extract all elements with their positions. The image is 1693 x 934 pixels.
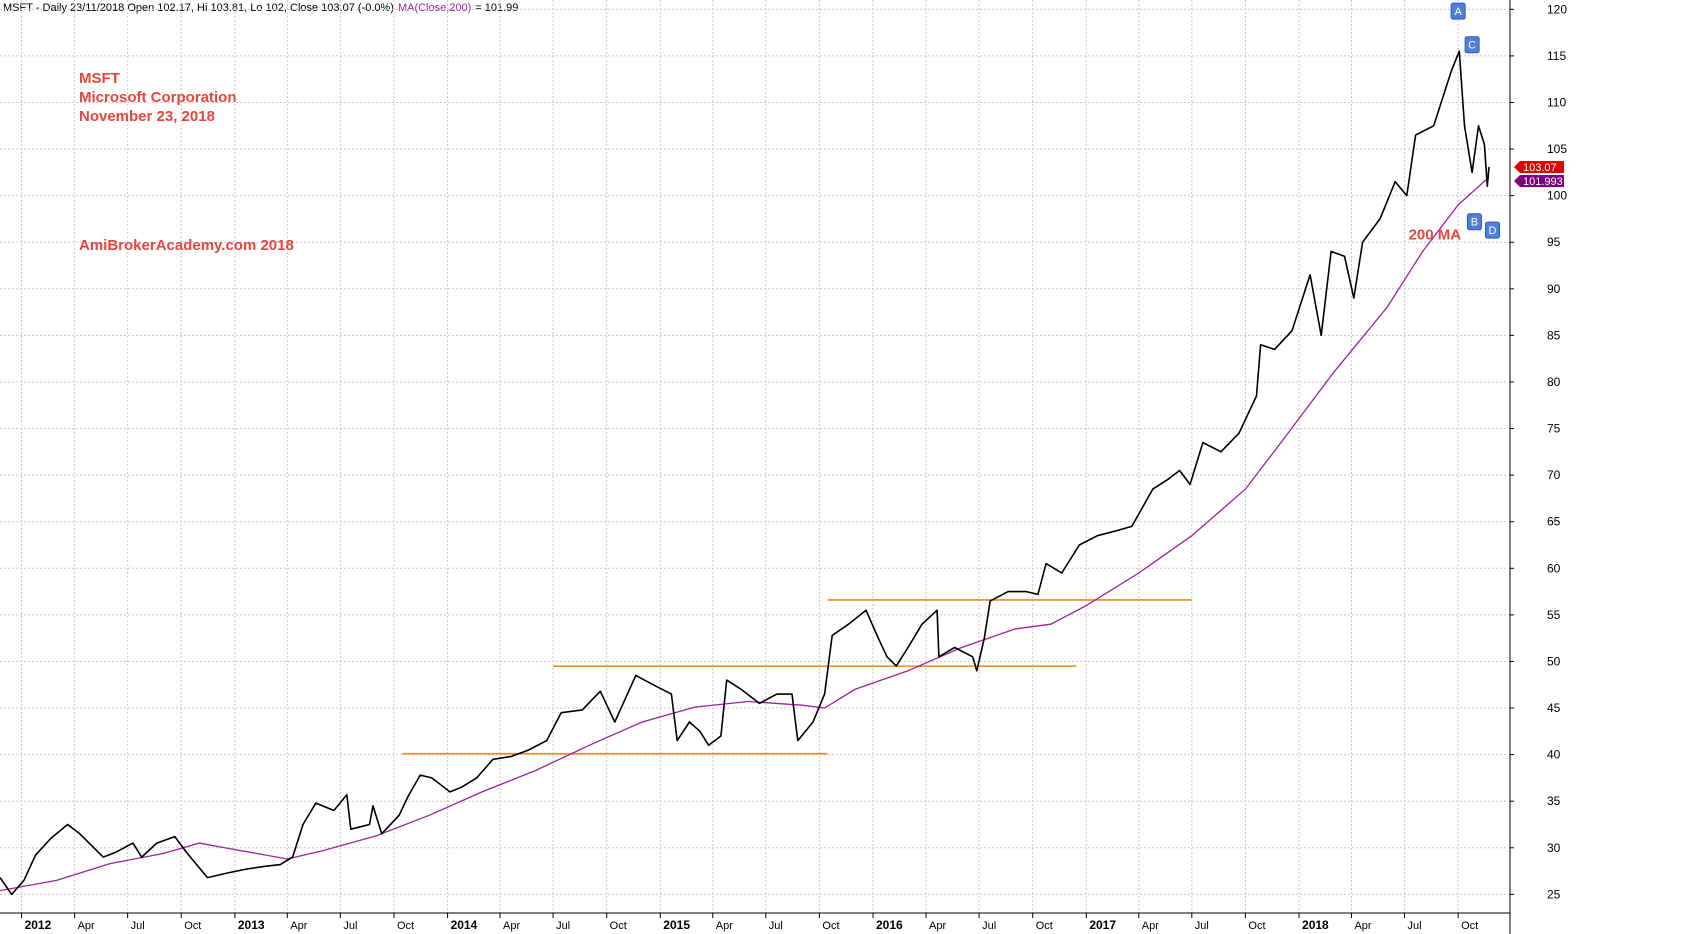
y-tick-label: 90: [1547, 282, 1561, 296]
x-tick-label: 2016: [876, 918, 903, 932]
x-tick-label: 2012: [25, 918, 52, 932]
x-tick-label: Jul: [343, 920, 357, 932]
ma-header-label: MA(Close,200): [398, 2, 471, 14]
x-tick-label: Apr: [716, 920, 733, 932]
x-tick-label: Jul: [1408, 920, 1422, 932]
wave-marker-box: [1450, 2, 1466, 20]
price-label-tag: [1514, 161, 1564, 174]
x-tick-label: 2018: [1302, 918, 1329, 932]
y-tick-label: 65: [1547, 515, 1561, 529]
x-tick-label: Jul: [1195, 920, 1209, 932]
support-resistance-lines: [402, 599, 1192, 755]
chart-header: MSFT - Daily 23/11/2018 Open 102.17, Hi …: [3, 2, 394, 14]
price-labels: 103.07 101.993: [1514, 161, 1564, 188]
y-tick-label: 40: [1547, 748, 1561, 762]
ma-header-value: = 101.99: [475, 2, 518, 14]
y-tick-label: 30: [1547, 841, 1561, 855]
y-tick-label: 45: [1547, 701, 1561, 715]
x-tick-label: Oct: [184, 920, 201, 932]
x-axis: 2012 Apr Jul Oct 2013 Apr Jul Oct 2014 Apr Jul Oct 2…: [21, 913, 1478, 932]
x-tick-label: Jul: [769, 920, 783, 932]
x-tick-label: Apr: [1354, 920, 1371, 932]
wave-marker-box: [1466, 213, 1482, 231]
price-line: [0, 50, 1490, 896]
wave-markers: A C BD: [1450, 2, 1501, 239]
x-tick-label: 2014: [451, 918, 478, 932]
x-tick-label: 2017: [1089, 918, 1116, 932]
y-tick-label: 70: [1547, 468, 1561, 482]
y-tick-label: 100: [1547, 189, 1567, 203]
y-tick-label: 120: [1547, 2, 1567, 16]
x-tick-label: Jul: [131, 920, 145, 932]
y-tick-label: 85: [1547, 328, 1561, 342]
grid: [0, 0, 1510, 913]
y-tick-label: 60: [1547, 561, 1561, 575]
y-tick-label: 95: [1547, 235, 1561, 249]
wave-marker-label: A: [1454, 6, 1462, 18]
x-tick-label: Apr: [929, 920, 946, 932]
x-tick-label: Apr: [78, 920, 95, 932]
x-tick-label: Jul: [556, 920, 570, 932]
price-label-text: 101.993: [1523, 176, 1563, 188]
x-tick-label: Oct: [1036, 920, 1053, 932]
wave-marker-label: D: [1489, 225, 1497, 237]
x-tick-label: Apr: [503, 920, 520, 932]
note-symbol: MSFT: [79, 70, 120, 87]
x-tick-label: Oct: [1461, 920, 1478, 932]
y-tick-label: 110: [1547, 95, 1566, 109]
wave-marker-box: [1485, 221, 1501, 239]
price-label-text: 103.07: [1523, 162, 1557, 174]
y-tick-label: 35: [1547, 794, 1561, 808]
y-tick-label: 105: [1547, 142, 1567, 156]
y-axis: 25 30 35 40 45 50 55 60 65 70 75 80 85 90 95 100 105 110 1…: [1510, 2, 1567, 901]
series: [0, 50, 1490, 896]
y-tick-label: 80: [1547, 375, 1561, 389]
x-tick-label: 2013: [238, 918, 265, 932]
y-tick-label: 115: [1547, 49, 1566, 63]
x-tick-label: Oct: [610, 920, 627, 932]
note-watermark: AmiBrokerAcademy.com 2018: [79, 237, 294, 254]
x-tick-label: 2015: [663, 918, 690, 932]
x-tick-label: Apr: [290, 920, 307, 932]
x-tick-label: Jul: [982, 920, 996, 932]
y-tick-label: 75: [1547, 422, 1561, 436]
y-tick-label: 25: [1547, 887, 1561, 901]
ma-annotation: 200 MA: [1409, 226, 1462, 243]
wave-marker-label: B: [1471, 217, 1478, 229]
x-tick-label: Oct: [822, 920, 839, 932]
y-tick-label: 50: [1547, 654, 1561, 668]
wave-marker-label: C: [1468, 40, 1476, 52]
x-tick-label: Oct: [1248, 920, 1265, 932]
wave-marker-box: [1464, 36, 1480, 54]
y-tick-label: 55: [1547, 608, 1561, 622]
x-tick-label: Oct: [397, 920, 414, 932]
price-label-tag: [1514, 175, 1564, 188]
note-date: November 23, 2018: [79, 108, 215, 125]
note-company: Microsoft Corporation: [79, 89, 237, 106]
x-tick-label: Apr: [1142, 920, 1159, 932]
ma-200-line: [0, 176, 1490, 892]
